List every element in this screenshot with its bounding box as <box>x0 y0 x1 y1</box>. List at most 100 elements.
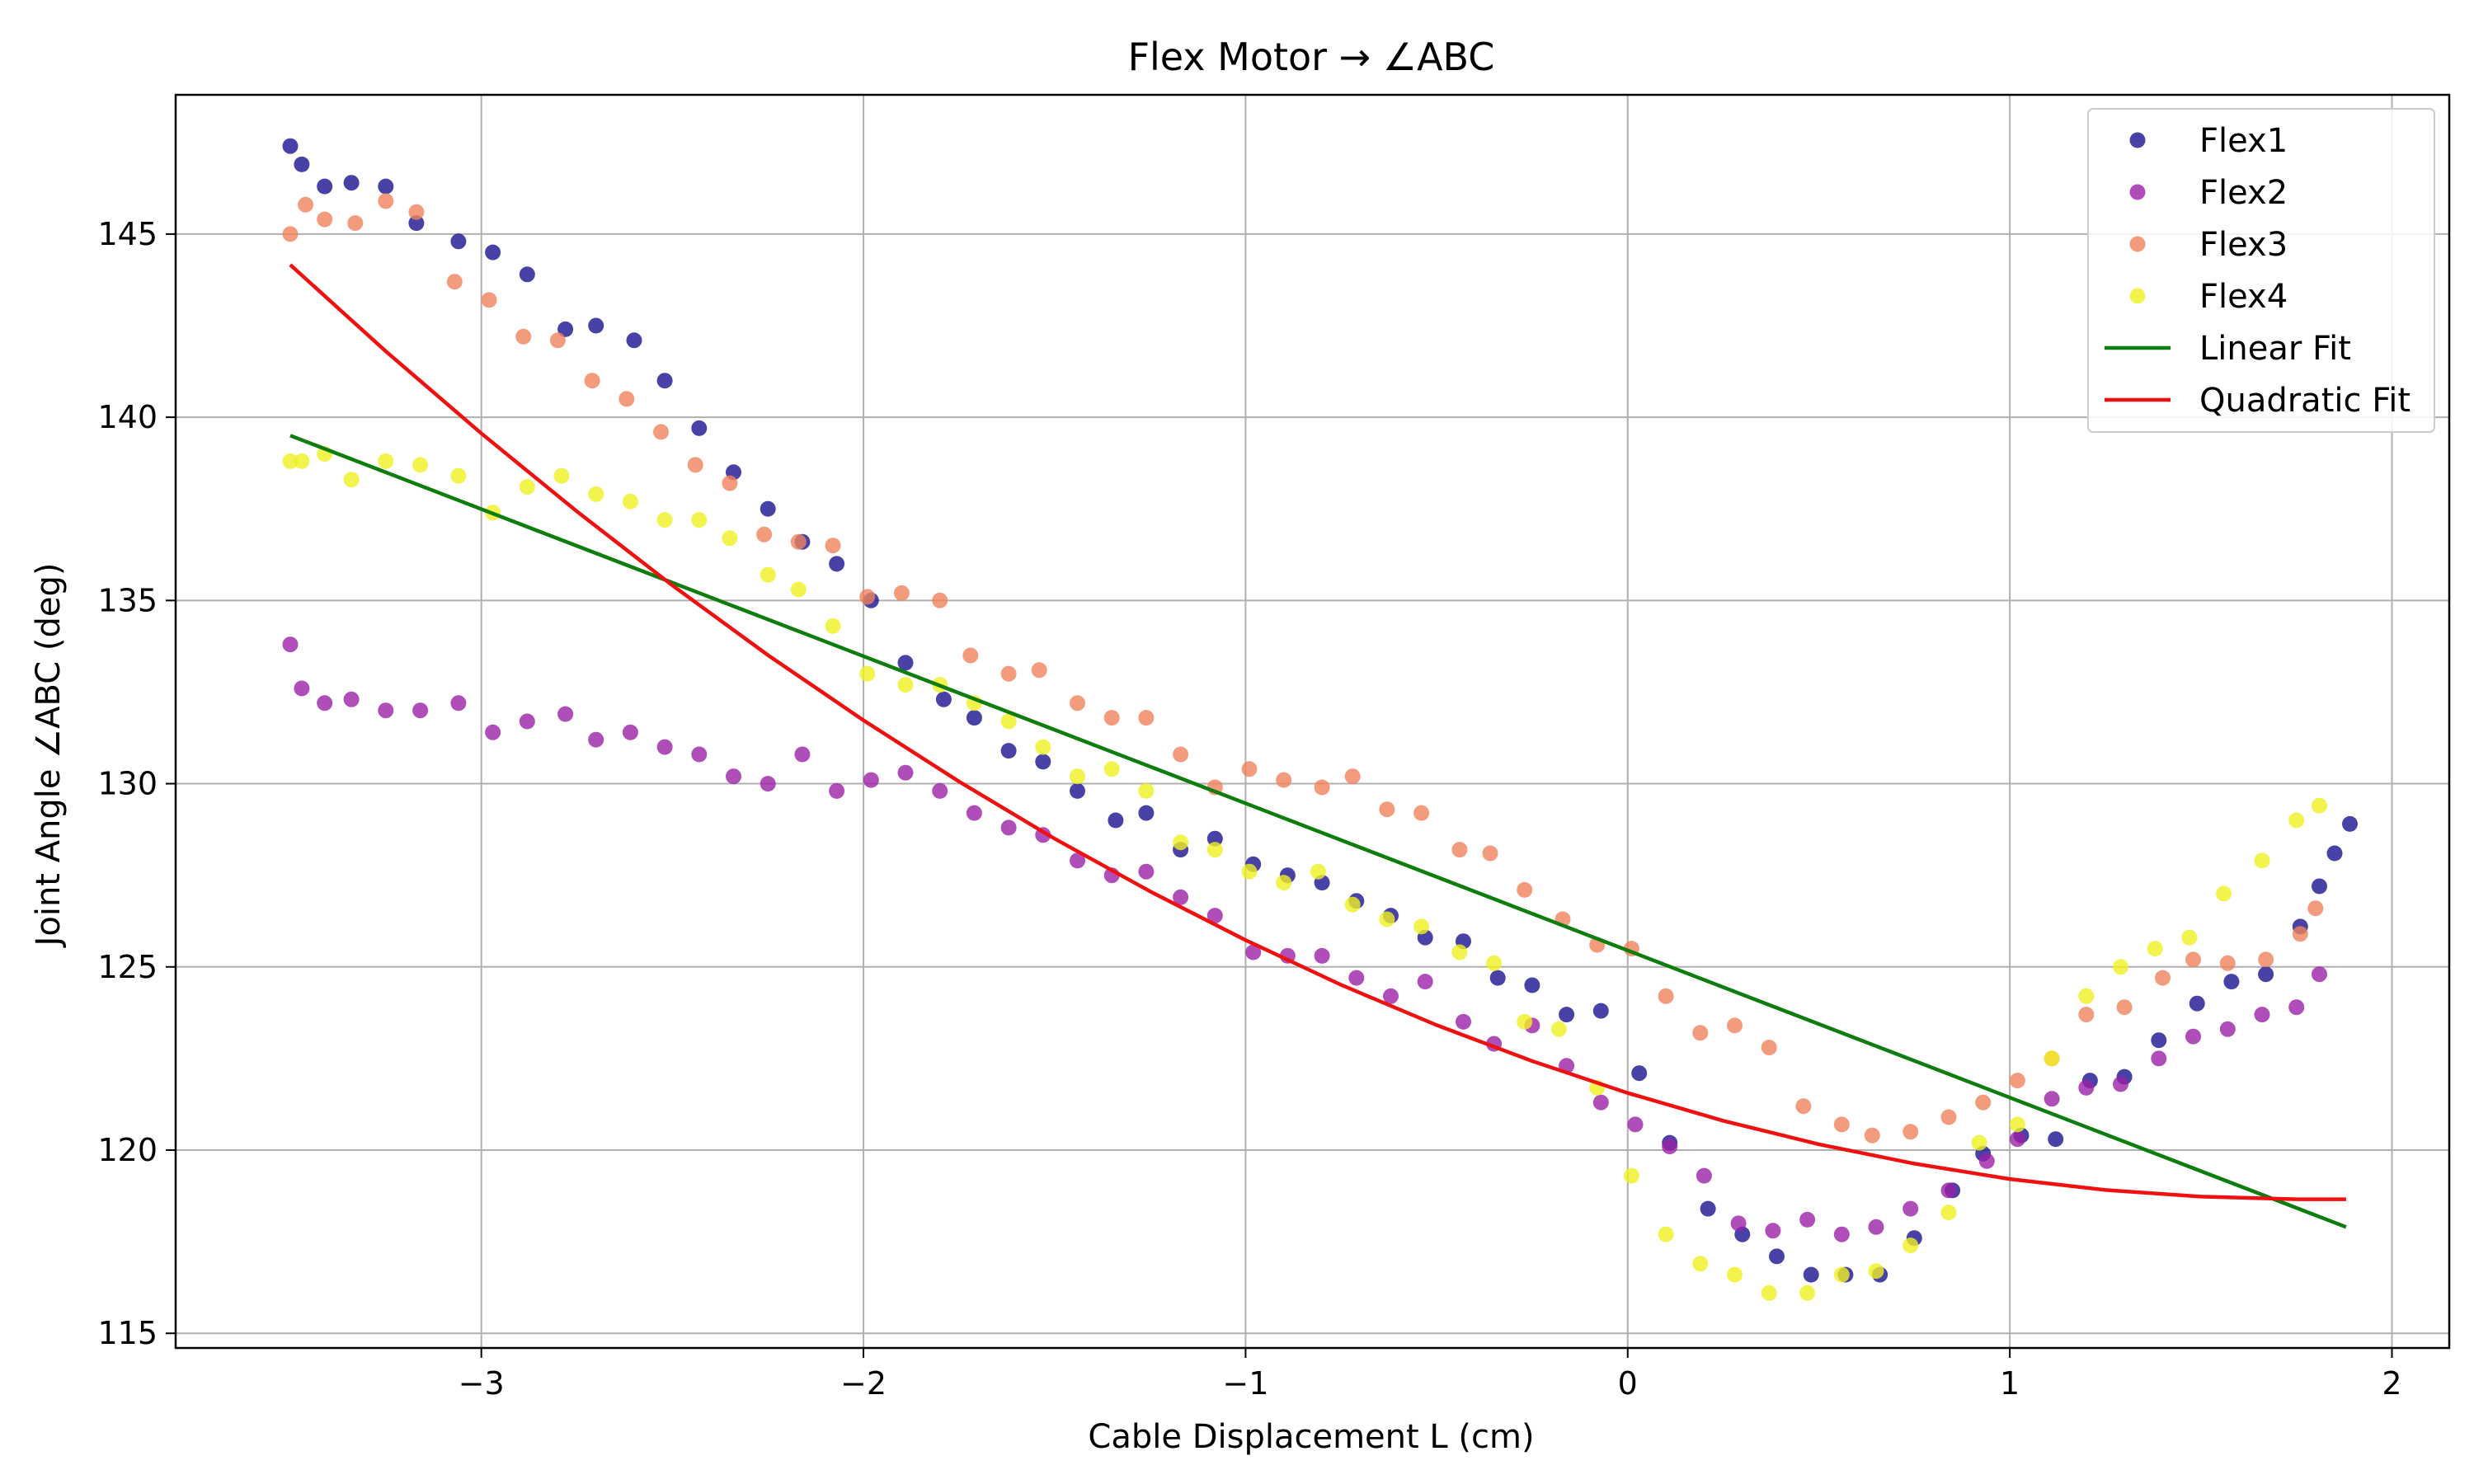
flex2-point <box>897 764 914 781</box>
y-tick-label: 120 <box>97 1132 158 1168</box>
flex1-point <box>1489 970 1506 986</box>
flex4-point <box>378 453 394 469</box>
flex3-point <box>2078 1007 2095 1023</box>
flex2-point <box>1765 1223 1781 1239</box>
flex4-point <box>1035 739 1051 755</box>
flex1-point <box>1559 1007 1575 1023</box>
flex3-point <box>1975 1094 1992 1111</box>
flex2-point <box>760 776 776 792</box>
flex2-point <box>1417 974 1433 990</box>
flex2-point <box>1245 944 1262 960</box>
flex2-point <box>2185 1028 2201 1045</box>
flex1-point <box>343 175 360 191</box>
flex3-point <box>1658 988 1674 1004</box>
flex4-point <box>1940 1205 1957 1221</box>
flex2-point <box>343 691 360 707</box>
legend-label-quadratic-fit: Quadratic Fit <box>2199 382 2411 420</box>
flex1-point <box>656 373 673 389</box>
flex1-point <box>626 332 642 349</box>
flex2-point <box>1696 1167 1712 1184</box>
flex1-point <box>1035 754 1051 770</box>
flex1-point <box>317 178 333 195</box>
legend-label-flex2: Flex2 <box>2199 174 2288 212</box>
flex2-point <box>1592 1094 1609 1111</box>
flex4-point <box>691 512 708 528</box>
flex4-point <box>1451 944 1468 960</box>
flex3-point <box>1517 881 1533 898</box>
flex4-point <box>760 566 776 583</box>
flex3-point <box>584 373 600 389</box>
flex3-point <box>1413 805 1430 821</box>
flex4-point <box>2113 959 2128 975</box>
x-tick-label: −1 <box>1222 1365 1268 1402</box>
flex4-point <box>1727 1266 1743 1283</box>
flex4-point <box>2147 941 2163 957</box>
flex3-point <box>298 196 313 213</box>
flex4-point <box>1971 1134 1987 1151</box>
flex3-point <box>515 328 532 345</box>
flex3-point <box>1173 746 1189 763</box>
flex4-point <box>1550 1021 1567 1037</box>
flex4-point <box>1344 896 1361 913</box>
flex1-point <box>966 710 982 726</box>
flex1-point <box>1631 1065 1648 1082</box>
flex2-point <box>317 695 333 711</box>
flex2-point <box>588 731 604 748</box>
flex2-point <box>1627 1116 1644 1133</box>
x-tick-label: 1 <box>2000 1365 2020 1402</box>
flex2-point <box>2219 1021 2236 1037</box>
flex3-point <box>2307 900 2324 917</box>
y-tick-label: 115 <box>97 1315 158 1351</box>
flex4-point <box>1799 1284 1816 1301</box>
flex3-point <box>932 592 948 608</box>
linear-fit-line <box>289 434 2347 1229</box>
legend-swatch-flex4 <box>2129 288 2146 304</box>
flex2-point <box>656 739 673 755</box>
y-tick-label: 130 <box>97 766 158 802</box>
flex3-point <box>756 526 773 542</box>
flex1-point <box>408 215 425 232</box>
flex2-point <box>1070 852 1085 869</box>
flex2-point <box>1903 1200 1919 1217</box>
y-axis-label: Joint Angle ∠ABC (deg) <box>30 563 68 949</box>
flex2-point <box>1799 1211 1816 1228</box>
legend-label-flex3: Flex3 <box>2199 226 2288 264</box>
flex3-point <box>962 647 979 664</box>
flex1-point <box>2048 1131 2064 1148</box>
flex1-point <box>829 556 845 572</box>
flex1-point <box>2223 974 2240 990</box>
legend-label-linear-fit: Linear Fit <box>2199 330 2351 368</box>
flex4-point <box>1486 955 1503 971</box>
flex1-point <box>1803 1266 1819 1283</box>
flex4-point <box>2288 812 2305 829</box>
flex4-point <box>1070 768 1085 785</box>
flex3-point <box>1276 772 1292 788</box>
flex2-point <box>794 746 811 763</box>
flex3-point <box>2219 955 2236 971</box>
flex3-point <box>859 589 876 605</box>
legend-swatch-flex1 <box>2129 132 2146 148</box>
flex2-point <box>412 702 429 719</box>
flex2-point <box>1000 819 1017 836</box>
flex4-point <box>2216 885 2232 902</box>
flex3-point <box>1031 662 1047 679</box>
flex2-point <box>294 680 310 697</box>
flex1-point <box>1700 1200 1716 1217</box>
flex4-point <box>2009 1116 2025 1133</box>
flex3-point <box>481 292 497 308</box>
y-tick-label: 145 <box>97 216 158 252</box>
legend-swatch-flex3 <box>2129 236 2146 252</box>
flex3-point <box>1451 842 1468 858</box>
x-tick-label: 2 <box>2382 1365 2401 1402</box>
flex4-point <box>294 453 310 469</box>
flex1-point <box>588 317 604 334</box>
flex4-point <box>1173 834 1189 851</box>
flex1-point <box>1769 1248 1785 1265</box>
flex4-point <box>1379 911 1395 928</box>
flex1-point <box>1000 743 1017 759</box>
flex2-point <box>2288 999 2305 1016</box>
flex4-point <box>656 512 673 528</box>
flex1-point <box>450 233 467 250</box>
flex4-point <box>2044 1050 2060 1067</box>
